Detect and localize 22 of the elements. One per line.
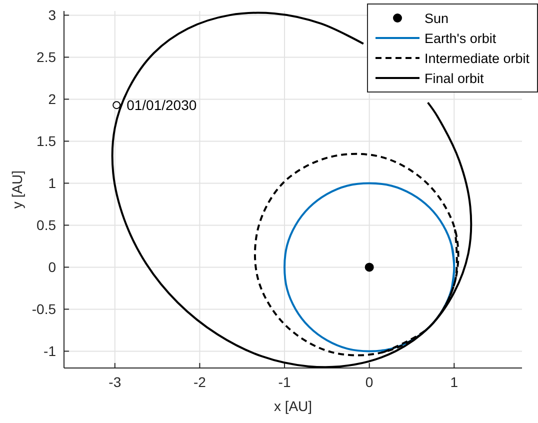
y-tick-label: 0.5 [36, 217, 56, 234]
annotation: 01/01/2030 [126, 97, 197, 114]
line-series [284, 182, 456, 352]
legend-label: Intermediate orbit [424, 51, 530, 66]
y-tick-label: 0 [48, 259, 56, 276]
y-axis-title: y [AU] [9, 170, 25, 209]
x-axis-title: x [AU] [274, 398, 312, 414]
y-tick-label: 1.5 [36, 133, 56, 150]
y-tick-label: 2 [48, 91, 56, 108]
x-tick-label: -2 [193, 374, 206, 390]
x-tick-label: -3 [108, 374, 122, 390]
x-tick-label: -1 [278, 374, 291, 390]
legend-label: Sun [424, 11, 449, 26]
y-tick-label: -0.5 [32, 301, 56, 318]
x-tick-label: 1 [450, 374, 458, 390]
y-tick-label: 3 [48, 7, 56, 24]
y-tick-label: -1 [44, 343, 56, 360]
y-tick-label: 2.5 [36, 49, 56, 66]
legend-label: Earth's orbit [424, 31, 496, 46]
x-tick-label: 0 [365, 374, 374, 390]
legend-label: Final orbit [424, 71, 484, 86]
y-tick-label: 1 [48, 175, 56, 192]
